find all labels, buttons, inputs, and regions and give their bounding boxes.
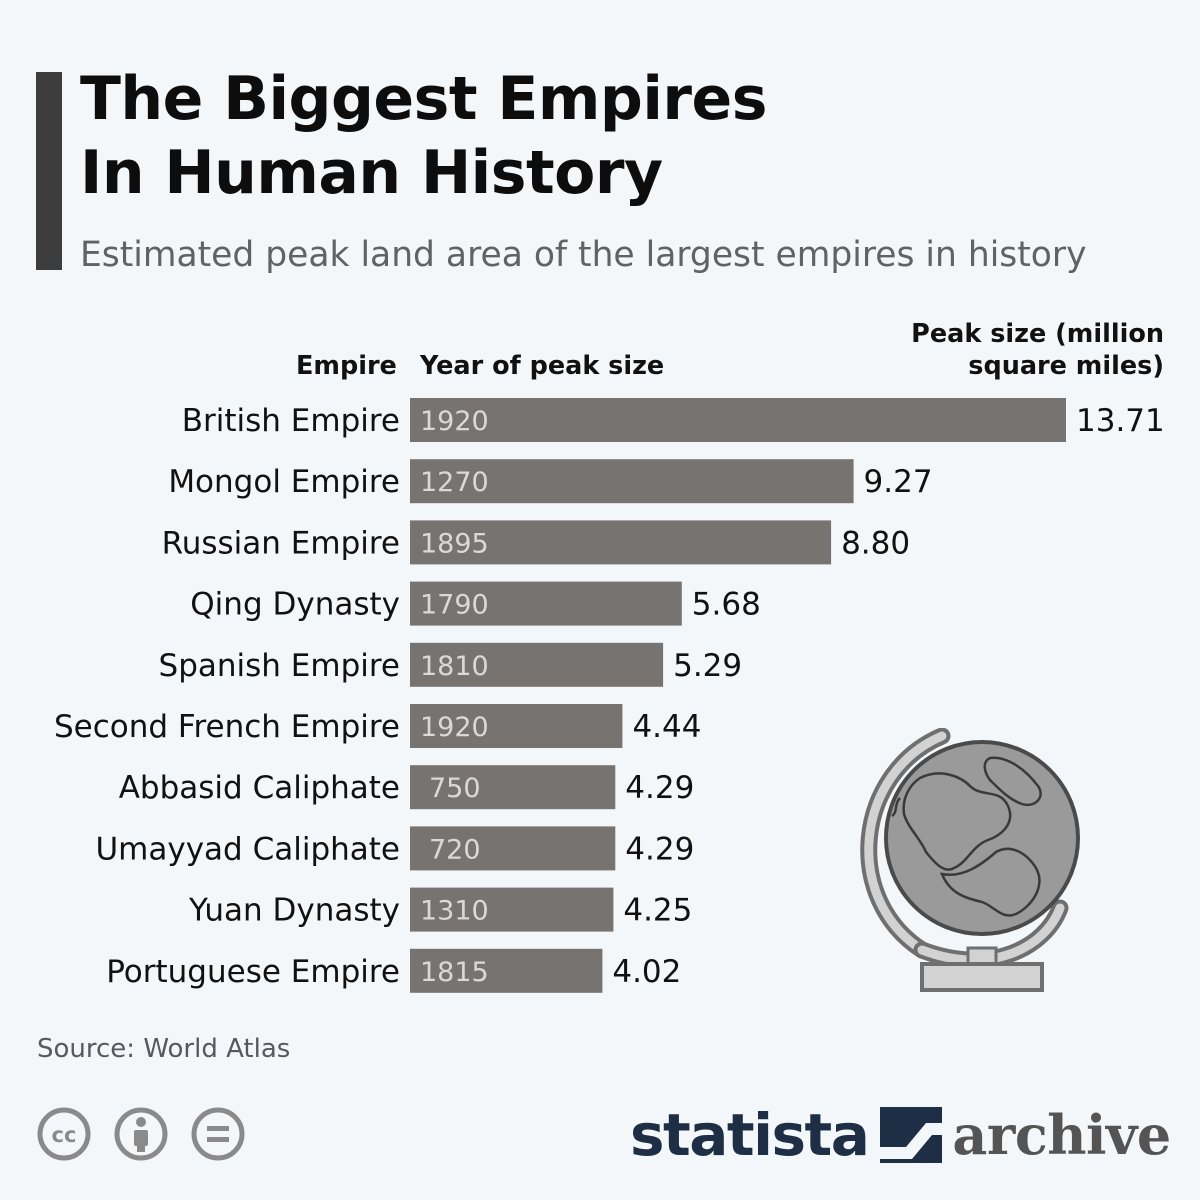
source-note: Source: World Atlas (37, 1034, 291, 1064)
brand-archive-text: archive (952, 1103, 1171, 1167)
page-subtitle: Estimated peak land area of the largest … (80, 235, 1087, 275)
year-label: 750 (429, 773, 481, 804)
creative-commons-icon: cc (37, 1107, 91, 1161)
year-label: 1810 (420, 651, 489, 682)
bar (410, 704, 623, 748)
value-label: 4.25 (623, 893, 692, 929)
bar (410, 887, 614, 932)
value-label: 9.27 (864, 464, 933, 500)
statista-logo-icon (880, 1107, 943, 1163)
value-label: 8.80 (841, 525, 910, 561)
year-label: 1895 (420, 528, 489, 559)
year-label: 1920 (420, 712, 489, 743)
bar (410, 826, 616, 871)
value-label: 4.44 (632, 709, 701, 745)
value-label: 13.71 (1076, 403, 1165, 439)
title-line-2: In Human History (80, 138, 663, 208)
category-label: British Empire (182, 403, 400, 439)
category-label: Qing Dynasty (190, 587, 400, 623)
bar (410, 520, 832, 565)
bar (410, 459, 854, 504)
brand-statista-text: statista (630, 1101, 870, 1169)
bar (410, 398, 1066, 442)
value-label: 5.29 (673, 648, 742, 684)
globe-icon (860, 728, 1080, 992)
title-line-1: The Biggest Empires (80, 64, 767, 134)
statista-archive-brand: statista archive (630, 1100, 1171, 1170)
attribution-icon (114, 1107, 168, 1161)
column-header-year: Year of peak size (420, 351, 665, 381)
year-label: 1790 (420, 590, 489, 621)
column-header-empire: Empire (296, 351, 397, 381)
value-label: 4.29 (625, 831, 694, 867)
category-label: Spanish Empire (159, 648, 400, 684)
bar (410, 581, 682, 626)
bar (410, 642, 664, 687)
value-label: 4.02 (612, 954, 681, 990)
year-label: 720 (429, 834, 481, 865)
svg-text:cc: cc (52, 1123, 77, 1147)
value-label: 5.68 (692, 587, 761, 623)
column-header-peak-size: Peak size (million square miles) (911, 318, 1164, 382)
category-label: Second French Empire (54, 709, 400, 745)
year-label: 1920 (420, 406, 489, 437)
peak-header-line-2: square miles) (968, 351, 1164, 381)
category-label: Portuguese Empire (106, 954, 400, 990)
license-icons: cc (36, 1106, 246, 1166)
bar-chart: British Empire 1920 13.71 Mongol Empire 1270… (54, 398, 1165, 993)
bar (410, 948, 603, 993)
category-label: Yuan Dynasty (188, 893, 400, 929)
no-derivatives-icon (191, 1107, 245, 1161)
category-label: Russian Empire (162, 525, 400, 561)
title-accent-bar (36, 72, 62, 270)
year-label: 1310 (420, 896, 489, 927)
page-title: The Biggest Empires In Human History (80, 62, 767, 210)
bar (410, 765, 616, 810)
category-label: Abbasid Caliphate (119, 770, 400, 806)
category-label: Umayyad Caliphate (95, 831, 400, 867)
year-label: 1815 (420, 957, 489, 988)
year-label: 1270 (420, 467, 489, 498)
value-label: 4.29 (625, 770, 694, 806)
peak-header-line-1: Peak size (million (911, 319, 1164, 349)
category-label: Mongol Empire (168, 464, 400, 500)
